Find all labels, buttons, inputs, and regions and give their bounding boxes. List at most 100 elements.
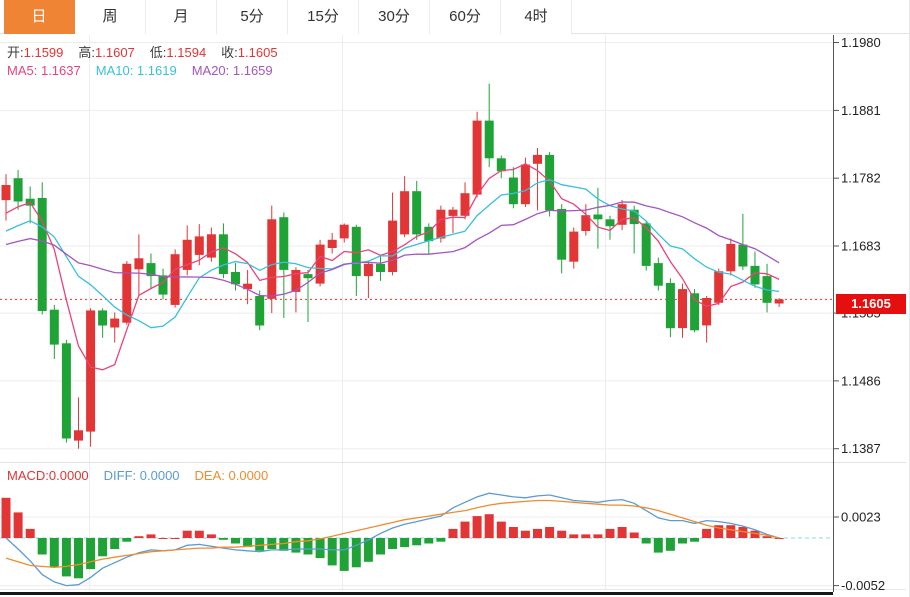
tab-15min[interactable]: 15分 bbox=[288, 0, 359, 34]
candle bbox=[255, 296, 265, 326]
tab-week[interactable]: 周 bbox=[75, 0, 146, 34]
macd-bar bbox=[581, 534, 591, 539]
candle bbox=[678, 289, 687, 329]
candle bbox=[388, 220, 398, 272]
macd-bar bbox=[279, 538, 289, 551]
candle bbox=[376, 263, 385, 272]
macd-bar bbox=[460, 521, 470, 539]
candle bbox=[496, 158, 506, 172]
macd-bar bbox=[774, 538, 784, 539]
candle bbox=[569, 231, 579, 262]
macd-bar bbox=[134, 536, 144, 538]
price-tick-label: 1.1980 bbox=[841, 35, 881, 50]
legend-label: MA10: bbox=[95, 63, 137, 78]
macd-bar bbox=[412, 538, 422, 546]
legend-macd-item-0: MACD:0.0000 bbox=[7, 468, 89, 483]
macd-bar bbox=[762, 536, 772, 538]
tab-30min[interactable]: 30分 bbox=[359, 0, 430, 34]
candle bbox=[533, 154, 542, 164]
macd-bar bbox=[569, 534, 579, 539]
macd-bar bbox=[605, 528, 615, 538]
period-tabbar: 日周月 5分 15分 30分 60分 4时 bbox=[0, 0, 909, 34]
candle bbox=[351, 226, 361, 277]
candle bbox=[327, 239, 337, 248]
candle bbox=[400, 191, 410, 235]
candle bbox=[110, 318, 120, 328]
candle bbox=[629, 209, 639, 225]
legend-label: 开: bbox=[7, 45, 24, 60]
macd-bar bbox=[74, 538, 83, 579]
legend-ohlc-item-1: 高:1.1607 bbox=[78, 45, 134, 60]
candle bbox=[303, 274, 313, 279]
macd-bar bbox=[593, 534, 603, 539]
price-tick-label: 1.1683 bbox=[841, 239, 881, 254]
candle bbox=[774, 299, 784, 304]
tab-day[interactable]: 日 bbox=[4, 0, 75, 34]
candle bbox=[231, 272, 240, 285]
tab-4hour[interactable]: 4时 bbox=[501, 0, 572, 34]
candle bbox=[49, 309, 59, 345]
macd-bar bbox=[1, 497, 11, 539]
macd-bar bbox=[231, 538, 240, 544]
candle bbox=[98, 310, 108, 326]
candle bbox=[218, 234, 228, 274]
candle bbox=[315, 244, 325, 284]
candle bbox=[74, 430, 83, 441]
macd-bar bbox=[37, 538, 47, 555]
legend-value: 0.0000 bbox=[139, 468, 180, 483]
candle bbox=[581, 215, 591, 231]
tab-60min[interactable]: 60分 bbox=[430, 0, 501, 34]
macd-bar bbox=[629, 532, 639, 538]
legend-value: 1.1605 bbox=[237, 45, 278, 60]
macd-bar bbox=[436, 538, 446, 542]
macd-bar bbox=[170, 538, 180, 539]
macd-bar bbox=[665, 538, 675, 551]
macd-bar bbox=[484, 514, 494, 538]
macd-bar bbox=[182, 530, 192, 538]
legend-value: 1.1619 bbox=[136, 63, 177, 78]
legend-label: 低: bbox=[149, 45, 167, 60]
legend-ma-item-0: MA5: 1.1637 bbox=[7, 63, 81, 78]
price-tick-label: 1.1782 bbox=[841, 171, 881, 186]
candle bbox=[605, 219, 615, 227]
legend-label: DIFF: bbox=[103, 468, 140, 483]
legend-value: 1.1659 bbox=[232, 63, 273, 78]
macd-bar bbox=[496, 521, 506, 539]
macd-bar bbox=[25, 528, 35, 538]
macd-bar bbox=[714, 525, 724, 538]
macd-bar bbox=[376, 538, 385, 555]
macd-bar bbox=[267, 538, 277, 549]
tab-month[interactable]: 月 bbox=[146, 0, 217, 34]
candle bbox=[363, 263, 373, 277]
dea-line bbox=[5, 499, 780, 568]
candle bbox=[714, 271, 724, 303]
bottom-bar bbox=[0, 592, 833, 595]
macd-bar bbox=[61, 538, 71, 577]
legend-value: 1.1594 bbox=[166, 45, 207, 60]
legend-macd-item-2: DEA: 0.0000 bbox=[195, 468, 269, 483]
ohlc-legend: 开:1.1599 高:1.1607 低:1.1594 收:1.1605 bbox=[7, 45, 293, 61]
macd-bar bbox=[533, 528, 542, 538]
candle bbox=[146, 263, 156, 277]
ma5-line bbox=[5, 163, 780, 371]
tab-5min[interactable]: 5分 bbox=[217, 0, 288, 34]
price-axis: 1.19801.18811.17821.16831.15851.14861.13… bbox=[0, 35, 885, 595]
macd-bar bbox=[255, 538, 265, 551]
macd-bar bbox=[13, 512, 23, 538]
candle bbox=[726, 243, 736, 272]
macd-bar bbox=[690, 538, 700, 542]
price-tick-label: 1.1881 bbox=[841, 103, 881, 118]
macd-bar bbox=[388, 538, 398, 549]
macd-bar bbox=[146, 534, 156, 539]
macd-bar bbox=[194, 530, 204, 538]
macd-bar bbox=[400, 538, 410, 548]
candle bbox=[520, 164, 530, 205]
legend-label: 收: bbox=[221, 45, 238, 60]
macd-bar bbox=[303, 538, 313, 555]
candle bbox=[665, 283, 675, 329]
macd-bar bbox=[291, 538, 301, 553]
macd-bar bbox=[86, 538, 96, 570]
legend-label: MACD: bbox=[7, 468, 49, 483]
